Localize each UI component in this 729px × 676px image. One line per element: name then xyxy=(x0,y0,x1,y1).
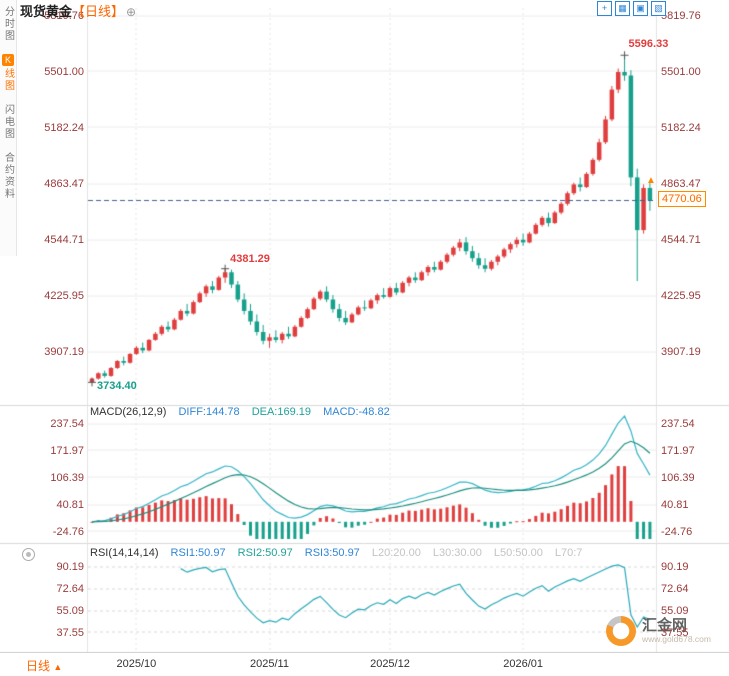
grid-view-icon[interactable]: ▦ xyxy=(615,1,630,16)
watermark-url: www.gold678.com xyxy=(642,634,711,644)
x-axis-label: 2025/12 xyxy=(370,658,410,670)
add-indicator-icon[interactable]: ⊕ xyxy=(126,5,137,19)
symbol-name: 现货黄金 xyxy=(20,4,73,19)
chart-title: 现货黄金【日线】 ⊕ xyxy=(20,1,136,20)
multi-pane-icon[interactable]: ▧ xyxy=(651,1,666,16)
sidebar-item-label: 闪电图 xyxy=(2,104,14,140)
sidebar-item-kline-chart[interactable]: K 线图 xyxy=(1,54,16,92)
x-axis-label: 2025/11 xyxy=(250,658,289,670)
sidebar-item-lightning-chart[interactable]: 闪电图 xyxy=(1,104,16,140)
bottom-bar: 日线 ▲ 2025/10 2025/11 2025/12 2026/01 xyxy=(0,652,729,676)
sidebar-item-label: 分时图 xyxy=(2,6,14,42)
crosshair-icon[interactable]: + xyxy=(597,1,612,16)
sidebar-item-label: 线图 xyxy=(2,68,14,92)
period-arrow-icon: ▲ xyxy=(53,662,63,672)
chart-type-sidebar: 分时图 K 线图 闪电图 合约资料 xyxy=(0,0,17,256)
period-selector[interactable]: 日线 ▲ xyxy=(26,657,62,674)
chart-toolbar: + ▦ ▣ ▧ xyxy=(597,1,666,16)
tab-badge: K xyxy=(2,54,14,66)
rsi-settings-icon[interactable] xyxy=(22,548,35,561)
sidebar-item-time-chart[interactable]: 分时图 xyxy=(1,6,16,42)
period-name: 【日线】 xyxy=(72,4,125,19)
sidebar-item-contract-info[interactable]: 合约资料 xyxy=(1,152,16,200)
watermark-name: 汇金网 xyxy=(642,617,688,634)
single-pane-icon[interactable]: ▣ xyxy=(633,1,648,16)
huijin-logo-icon xyxy=(606,616,636,646)
period-label: 日线 xyxy=(26,659,51,673)
watermark: 汇金网 www.gold678.com xyxy=(606,616,711,646)
sidebar-item-label: 合约资料 xyxy=(2,152,14,200)
x-axis-label: 2026/01 xyxy=(503,658,543,670)
x-axis-label: 2025/10 xyxy=(116,658,157,670)
